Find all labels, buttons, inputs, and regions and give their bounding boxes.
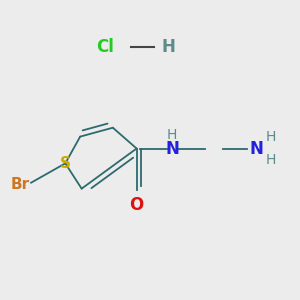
Text: H: H [162,38,176,56]
Text: Br: Br [11,177,30,192]
Text: Cl: Cl [97,38,114,56]
Text: H: H [266,153,276,167]
Text: H: H [266,130,276,144]
Text: S: S [60,156,71,171]
Text: N: N [250,140,263,158]
Text: O: O [130,196,144,214]
Text: N: N [165,140,179,158]
Text: H: H [167,128,178,142]
